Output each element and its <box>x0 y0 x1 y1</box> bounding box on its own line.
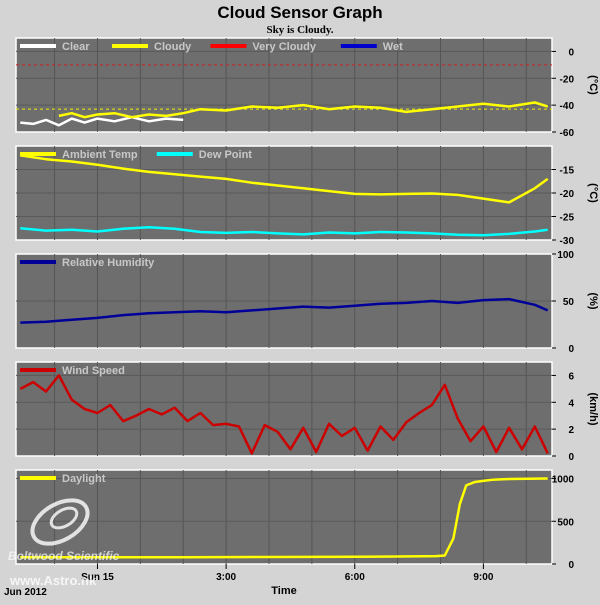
x-tick-label: 3:00 <box>216 572 236 583</box>
panel-humidity: Relative Humidity 100 50 0 (%) <box>15 250 599 355</box>
y-axis-label: (km/h) <box>587 393 599 426</box>
chart-title: Cloud Sensor Graph <box>217 3 382 22</box>
panel-temperatures: Ambient Temp Dew Point -15 -20 -25 -30 (°C) <box>15 145 599 247</box>
y-tick-label: 0 <box>568 47 574 58</box>
y-tick-label: 0 <box>568 560 574 571</box>
panel-background <box>15 37 553 133</box>
series-line <box>58 101 549 119</box>
date-label: Jun 2012 <box>4 587 47 598</box>
panel-wind-speed: Wind Speed 6 4 2 0 (km/h) <box>15 361 599 463</box>
watermark-url: www.Astro.nk <box>9 573 97 588</box>
y-tick-label: -15 <box>560 166 575 177</box>
y-axis-label: (%) <box>587 292 599 309</box>
y-axis-label: (°C) <box>587 75 599 95</box>
y-tick-label: -20 <box>560 189 575 200</box>
y-axis-label: (°C) <box>587 183 599 203</box>
y-tick-label: 6 <box>568 371 574 382</box>
x-axis-ticks: Sun 15 3:00 6:00 9:00 <box>81 564 494 583</box>
y-tick-label: 500 <box>557 517 574 528</box>
legend-label: Dew Point <box>199 149 253 161</box>
legend-label: Clear <box>62 41 90 53</box>
x-tick-label: 9:00 <box>473 572 493 583</box>
x-axis-label: Time <box>271 585 296 597</box>
y-tick-label: 2 <box>568 425 574 436</box>
x-tick-label: 6:00 <box>345 572 365 583</box>
series-line <box>20 115 184 127</box>
y-tick-label: 1000 <box>552 475 575 486</box>
y-tick-label: -20 <box>560 74 575 85</box>
legend-label: Daylight <box>62 473 106 485</box>
panel-daylight: Daylight 1000 500 0 <box>15 469 575 571</box>
series-line <box>20 154 549 204</box>
watermark-brand: Boltwood Scientific <box>8 549 120 563</box>
y-tick-label: 0 <box>568 344 574 355</box>
y-tick-label: 50 <box>563 297 575 308</box>
legend-label: Very Cloudy <box>252 41 316 53</box>
y-tick-label: -30 <box>560 236 575 247</box>
y-tick-label: -40 <box>560 101 575 112</box>
y-tick-label: -25 <box>560 213 575 224</box>
watermark-logo: Boltwood Scientific www.Astro.nk <box>8 498 120 588</box>
series-line <box>20 477 548 559</box>
panel-background <box>15 469 553 565</box>
series-line <box>20 297 549 324</box>
y-tick-label: 100 <box>557 250 574 261</box>
chart-panels: Clear Cloudy Very Cloudy Wet 0-20-40-60(°C)A… <box>15 37 599 571</box>
legend-label: Wind Speed <box>62 365 125 377</box>
legend-label: Cloudy <box>154 41 192 53</box>
panel-sky-temperature: Clear Cloudy Very Cloudy Wet 0 -20 -40 -60 (°C) <box>15 37 599 139</box>
legend-label: Relative Humidity <box>62 257 155 269</box>
series-line <box>19 374 549 455</box>
x-tick-label: Sun 15 <box>81 572 114 583</box>
y-tick-label: -60 <box>560 128 575 139</box>
y-tick-label: 0 <box>568 452 574 463</box>
legend-label: Ambient Temp <box>62 149 138 161</box>
y-tick-label: 4 <box>568 398 574 409</box>
chart-subtitle: Sky is Cloudy. <box>267 24 334 36</box>
series-line <box>20 226 548 237</box>
legend-label: Wet <box>383 41 403 53</box>
